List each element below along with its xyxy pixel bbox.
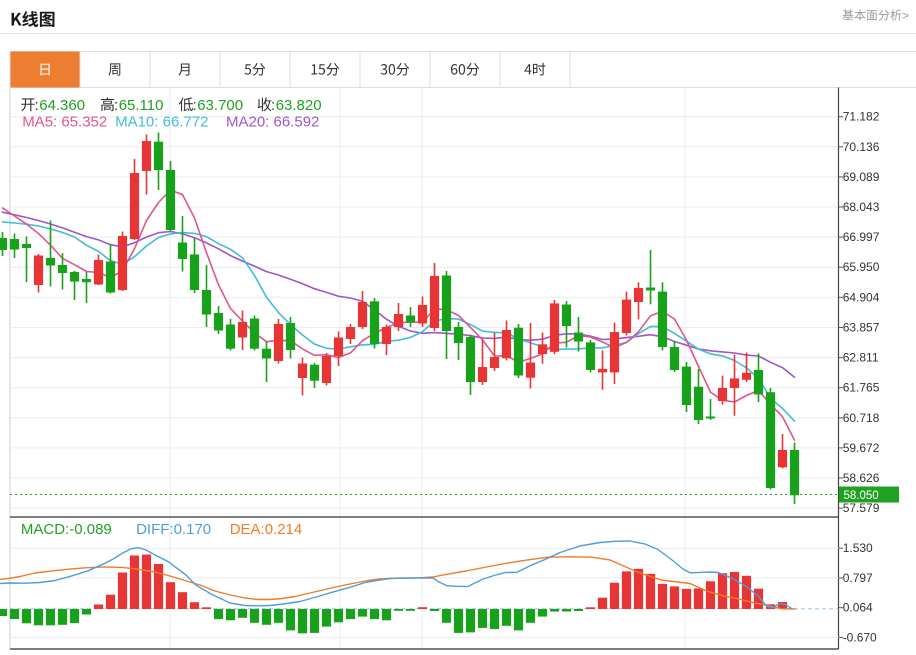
svg-text:1.530: 1.530 — [843, 541, 873, 555]
svg-text:58.626: 58.626 — [843, 471, 880, 485]
svg-text:63.700: 63.700 — [197, 97, 243, 114]
svg-text:71.182: 71.182 — [843, 110, 880, 124]
svg-text:65.110: 65.110 — [119, 97, 164, 114]
svg-text:69.089: 69.089 — [843, 170, 880, 184]
svg-text:>: > — [902, 9, 909, 23]
svg-text:66.997: 66.997 — [843, 230, 880, 244]
svg-text:0.064: 0.064 — [843, 601, 873, 615]
svg-text:-0.670: -0.670 — [843, 630, 877, 644]
svg-text:61.765: 61.765 — [843, 381, 880, 395]
svg-text:58.050: 58.050 — [844, 490, 879, 502]
svg-text:64.360: 64.360 — [39, 97, 85, 114]
svg-text:68.043: 68.043 — [843, 200, 880, 214]
svg-text::: : — [271, 97, 275, 114]
svg-text:62.811: 62.811 — [843, 351, 879, 365]
svg-text::: : — [114, 97, 118, 114]
svg-text:0.797: 0.797 — [843, 571, 873, 585]
svg-text:70.136: 70.136 — [843, 140, 880, 154]
svg-text:65.950: 65.950 — [843, 260, 880, 274]
svg-text:59.672: 59.672 — [843, 441, 880, 455]
svg-text::: : — [193, 97, 197, 114]
svg-text:63.820: 63.820 — [276, 97, 322, 114]
svg-text:60.718: 60.718 — [843, 411, 880, 425]
svg-text:63.857: 63.857 — [843, 321, 880, 335]
svg-text:57.579: 57.579 — [843, 501, 880, 515]
svg-text:64.904: 64.904 — [843, 290, 880, 304]
svg-text::: : — [35, 97, 39, 114]
